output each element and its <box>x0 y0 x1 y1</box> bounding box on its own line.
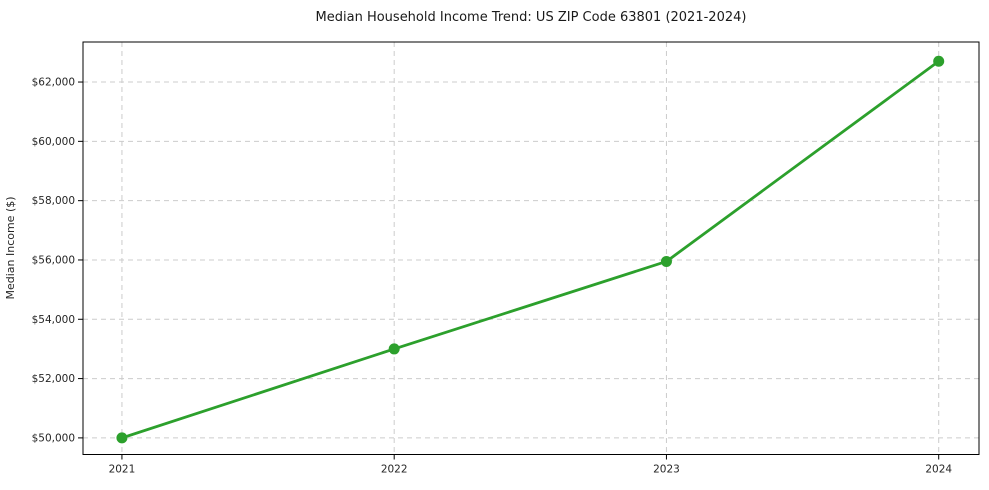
chart-title: Median Household Income Trend: US ZIP Co… <box>316 10 747 25</box>
trend-line <box>120 59 941 440</box>
y-tick-label: $50,000 <box>32 432 75 444</box>
x-tick-label: 2024 <box>925 464 952 476</box>
data-point <box>388 343 400 355</box>
data-point <box>660 255 672 267</box>
y-tick-label: $52,000 <box>32 373 75 385</box>
x-tick-label: 2021 <box>109 464 136 476</box>
y-tick-label: $54,000 <box>32 314 75 326</box>
data-point <box>933 55 945 67</box>
data-point <box>116 432 128 444</box>
plot-border <box>82 41 980 455</box>
y-tick-label: $62,000 <box>32 77 75 89</box>
grid-layer <box>83 42 979 455</box>
x-tick-label: 2023 <box>653 464 680 476</box>
series-layer <box>116 55 945 444</box>
y-axis-label: Median Income ($) <box>4 196 17 299</box>
x-tick-label: 2022 <box>381 464 408 476</box>
tick-layer <box>78 81 940 460</box>
y-tick-label: $58,000 <box>32 195 75 207</box>
tick-label-layer: $50,000 $52,000 $54,000 $56,000 $58,000 $60,0… <box>32 77 953 476</box>
y-tick-label: $56,000 <box>32 254 75 266</box>
y-tick-label: $60,000 <box>32 136 75 148</box>
